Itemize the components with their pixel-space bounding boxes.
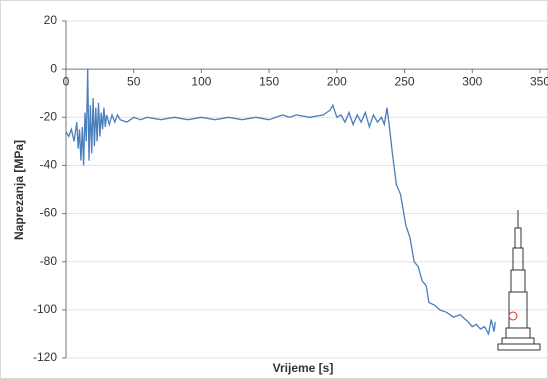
data-line: [65, 69, 496, 336]
y-tick-label: -60: [40, 206, 58, 220]
x-tick-label: 350: [530, 74, 548, 88]
x-tick-label: 50: [127, 74, 141, 88]
x-axis-title: Vrijeme [s]: [273, 361, 334, 375]
y-tick-label: 0: [50, 61, 57, 75]
y-tick-label: -40: [40, 158, 58, 172]
y-tick-label: -120: [33, 350, 57, 364]
x-tick-label: 150: [259, 74, 279, 88]
x-tick-label: 200: [327, 74, 347, 88]
tower-icon: [497, 210, 541, 351]
y-tick-label: -100: [33, 302, 57, 316]
y-tick-label: 20: [44, 13, 58, 27]
x-tick-label: 100: [191, 74, 211, 88]
y-tick-label: -20: [40, 109, 58, 123]
x-tick-label: 0: [63, 74, 70, 88]
x-tick-label: 300: [462, 74, 482, 88]
y-axis-title: Naprezanja [MPa]: [12, 140, 26, 240]
y-tick-label: -80: [40, 254, 58, 268]
x-tick-label: 250: [395, 74, 415, 88]
